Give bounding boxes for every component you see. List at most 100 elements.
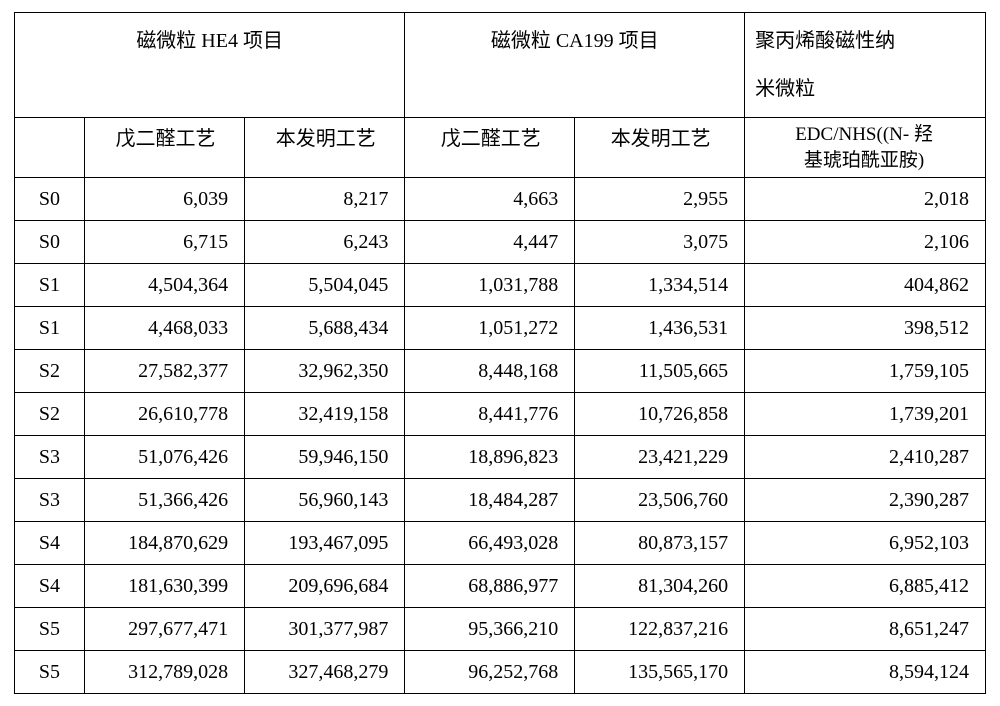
cell-value: 327,468,279: [245, 651, 405, 694]
cell-value: 312,789,028: [84, 651, 244, 694]
row-label: S5: [15, 651, 85, 694]
data-table: 磁微粒 HE4 项目 磁微粒 CA199 项目 聚丙烯酸磁性纳 米微粒 戊二醛工…: [14, 12, 986, 694]
cell-value: 5,688,434: [245, 307, 405, 350]
cell-value: 26,610,778: [84, 393, 244, 436]
cell-value: 1,739,201: [745, 393, 986, 436]
page: 磁微粒 HE4 项目 磁微粒 CA199 项目 聚丙烯酸磁性纳 米微粒 戊二醛工…: [0, 0, 1000, 706]
cell-value: 10,726,858: [575, 393, 745, 436]
cell-value: 32,419,158: [245, 393, 405, 436]
row-label: S3: [15, 436, 85, 479]
sub-he4-b: 本发明工艺: [245, 118, 405, 178]
table-body: S06,0398,2174,6632,9552,018S06,7156,2434…: [15, 178, 986, 694]
cell-value: 301,377,987: [245, 608, 405, 651]
cell-value: 193,467,095: [245, 522, 405, 565]
cell-value: 184,870,629: [84, 522, 244, 565]
cell-value: 398,512: [745, 307, 986, 350]
row-label: S0: [15, 221, 85, 264]
sub-paa: EDC/NHS((N- 羟 基琥珀酰亚胺): [745, 118, 986, 178]
table-row: S351,076,42659,946,15018,896,82323,421,2…: [15, 436, 986, 479]
cell-value: 5,504,045: [245, 264, 405, 307]
table-row: S14,468,0335,688,4341,051,2721,436,53139…: [15, 307, 986, 350]
cell-value: 181,630,399: [84, 565, 244, 608]
cell-value: 8,594,124: [745, 651, 986, 694]
row-label: S2: [15, 350, 85, 393]
table-row: S5312,789,028327,468,27996,252,768135,56…: [15, 651, 986, 694]
cell-value: 2,018: [745, 178, 986, 221]
cell-value: 80,873,157: [575, 522, 745, 565]
cell-value: 4,663: [405, 178, 575, 221]
table-row: S14,504,3645,504,0451,031,7881,334,51440…: [15, 264, 986, 307]
cell-value: 66,493,028: [405, 522, 575, 565]
table-row: S06,0398,2174,6632,9552,018: [15, 178, 986, 221]
cell-value: 297,677,471: [84, 608, 244, 651]
cell-value: 51,366,426: [84, 479, 244, 522]
header-ca199: 磁微粒 CA199 项目: [405, 13, 745, 118]
cell-value: 8,217: [245, 178, 405, 221]
cell-value: 1,031,788: [405, 264, 575, 307]
header-paa-line2: 米微粒: [755, 78, 815, 100]
row-label: S4: [15, 565, 85, 608]
table-row: S227,582,37732,962,3508,448,16811,505,66…: [15, 350, 986, 393]
row-label: S5: [15, 608, 85, 651]
header-he4: 磁微粒 HE4 项目: [15, 13, 405, 118]
cell-value: 4,447: [405, 221, 575, 264]
cell-value: 4,468,033: [84, 307, 244, 350]
cell-value: 6,885,412: [745, 565, 986, 608]
cell-value: 6,243: [245, 221, 405, 264]
row-label: S3: [15, 479, 85, 522]
cell-value: 6,039: [84, 178, 244, 221]
cell-value: 1,334,514: [575, 264, 745, 307]
table-row: S4184,870,629193,467,09566,493,02880,873…: [15, 522, 986, 565]
cell-value: 68,886,977: [405, 565, 575, 608]
cell-value: 23,421,229: [575, 436, 745, 479]
row-label: S1: [15, 264, 85, 307]
cell-value: 2,410,287: [745, 436, 986, 479]
header-row-1: 磁微粒 HE4 项目 磁微粒 CA199 项目 聚丙烯酸磁性纳 米微粒: [15, 13, 986, 118]
row-label: S2: [15, 393, 85, 436]
cell-value: 18,484,287: [405, 479, 575, 522]
header-paa: 聚丙烯酸磁性纳 米微粒: [745, 13, 986, 118]
cell-value: 11,505,665: [575, 350, 745, 393]
table-row: S226,610,77832,419,1588,441,77610,726,85…: [15, 393, 986, 436]
cell-value: 6,715: [84, 221, 244, 264]
cell-value: 27,582,377: [84, 350, 244, 393]
cell-value: 59,946,150: [245, 436, 405, 479]
cell-value: 404,862: [745, 264, 986, 307]
sub-ca-a: 戊二醛工艺: [405, 118, 575, 178]
sub-paa-line2: 基琥珀酰亚胺): [804, 150, 924, 171]
cell-value: 122,837,216: [575, 608, 745, 651]
cell-value: 1,759,105: [745, 350, 986, 393]
table-row: S4181,630,399209,696,68468,886,97781,304…: [15, 565, 986, 608]
cell-value: 2,106: [745, 221, 986, 264]
table-row: S5297,677,471301,377,98795,366,210122,83…: [15, 608, 986, 651]
sub-paa-line1: EDC/NHS((N- 羟: [795, 124, 933, 145]
cell-value: 6,952,103: [745, 522, 986, 565]
row-label: S4: [15, 522, 85, 565]
cell-value: 4,504,364: [84, 264, 244, 307]
row-label: S1: [15, 307, 85, 350]
table-head: 磁微粒 HE4 项目 磁微粒 CA199 项目 聚丙烯酸磁性纳 米微粒 戊二醛工…: [15, 13, 986, 178]
cell-value: 81,304,260: [575, 565, 745, 608]
header-blank: [15, 118, 85, 178]
cell-value: 51,076,426: [84, 436, 244, 479]
table-row: S06,7156,2434,4473,0752,106: [15, 221, 986, 264]
cell-value: 2,390,287: [745, 479, 986, 522]
cell-value: 1,051,272: [405, 307, 575, 350]
cell-value: 209,696,684: [245, 565, 405, 608]
cell-value: 23,506,760: [575, 479, 745, 522]
sub-he4-a: 戊二醛工艺: [84, 118, 244, 178]
header-paa-line1: 聚丙烯酸磁性纳: [755, 30, 895, 52]
cell-value: 96,252,768: [405, 651, 575, 694]
header-row-2: 戊二醛工艺 本发明工艺 戊二醛工艺 本发明工艺 EDC/NHS((N- 羟 基琥…: [15, 118, 986, 178]
cell-value: 18,896,823: [405, 436, 575, 479]
cell-value: 32,962,350: [245, 350, 405, 393]
cell-value: 135,565,170: [575, 651, 745, 694]
cell-value: 3,075: [575, 221, 745, 264]
row-label: S0: [15, 178, 85, 221]
table-row: S351,366,42656,960,14318,484,28723,506,7…: [15, 479, 986, 522]
sub-ca-b: 本发明工艺: [575, 118, 745, 178]
cell-value: 2,955: [575, 178, 745, 221]
cell-value: 1,436,531: [575, 307, 745, 350]
cell-value: 95,366,210: [405, 608, 575, 651]
cell-value: 8,651,247: [745, 608, 986, 651]
